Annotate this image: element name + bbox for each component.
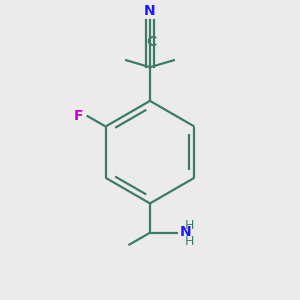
Text: F: F (74, 109, 83, 122)
Text: N: N (144, 4, 156, 18)
Text: H: H (184, 235, 194, 248)
Text: N: N (179, 225, 191, 239)
Text: C: C (146, 35, 156, 49)
Text: H: H (184, 219, 194, 232)
